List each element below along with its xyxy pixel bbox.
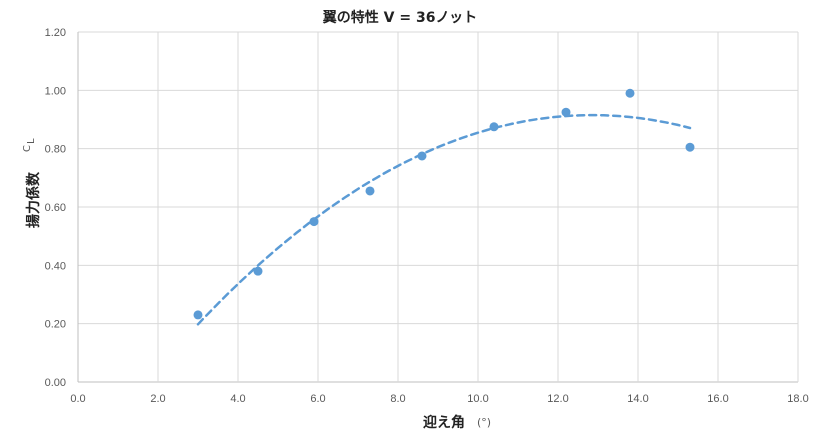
data-point [561, 107, 571, 117]
data-point [365, 186, 375, 196]
y-axis-title: 揚力係数 [25, 171, 42, 228]
tick-labels: 0.00 0.20 0.40 0.60 0.80 1.00 1.20 0.0 2.0 4.0 6.0… [45, 27, 809, 405]
data-point [309, 217, 319, 227]
y-tick-label: 0.80 [45, 144, 66, 156]
x-tick-label: 6.0 [310, 393, 325, 405]
y-axis-title-group: 揚力係数 [25, 171, 42, 228]
x-tick-label: 14.0 [627, 393, 648, 405]
y-axis-symbol-group: C L [22, 138, 37, 152]
y-axis-symbol-subscript: L [26, 138, 37, 144]
data-point [489, 122, 499, 132]
gridlines [77, 31, 799, 383]
y-tick-label: 1.20 [45, 27, 66, 39]
x-tick-label: 10.0 [467, 393, 488, 405]
x-axis-title: 迎え角 [423, 414, 465, 431]
trendline [196, 113, 692, 326]
x-tick-label: 16.0 [707, 393, 728, 405]
data-point [193, 310, 203, 320]
x-tick-label: 12.0 [547, 393, 568, 405]
x-tick-label: 2.0 [150, 393, 165, 405]
y-tick-label: 0.20 [45, 319, 66, 331]
data-point [685, 142, 695, 152]
y-tick-label: 0.00 [45, 377, 66, 389]
y-tick-label: 1.00 [45, 85, 66, 97]
data-point [253, 266, 263, 276]
x-tick-label: 0.0 [70, 393, 85, 405]
data-point [417, 151, 427, 161]
x-axis-unit: (°) [477, 416, 491, 429]
data-point [625, 88, 635, 98]
y-tick-label: 0.60 [45, 202, 66, 214]
chart-title: 翼の特性 V = 36ノット [322, 9, 477, 26]
x-tick-label: 8.0 [390, 393, 405, 405]
data-points [193, 88, 695, 320]
x-tick-label: 4.0 [230, 393, 245, 405]
y-tick-label: 0.40 [45, 260, 66, 272]
y-axis-symbol: C [22, 145, 33, 152]
x-tick-label: 18.0 [787, 393, 808, 405]
